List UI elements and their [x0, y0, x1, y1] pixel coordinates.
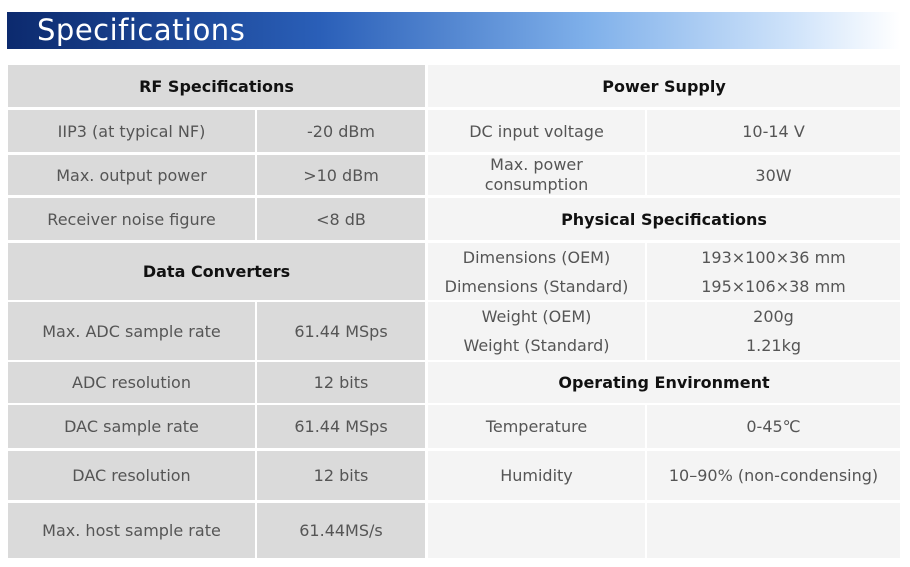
- cell-text: RF Specifications: [139, 76, 294, 96]
- cell-text: Dimensions (OEM): [462, 247, 611, 267]
- label-cell: Temperature: [428, 405, 645, 448]
- cell-text: Max. ADC sample rate: [42, 321, 221, 341]
- label-cell: ADC resolution: [8, 362, 255, 403]
- cell-text: IIP3 (at typical NF): [57, 121, 206, 141]
- label-cell: Receiver noise figure: [8, 198, 255, 240]
- cell-text: DAC sample rate: [64, 417, 199, 436]
- value-cell: 10-14 V: [647, 110, 900, 152]
- label-cell: Max. host sample rate: [8, 503, 255, 558]
- cell-text: Humidity: [500, 466, 573, 485]
- cell-text: Max. power: [490, 155, 583, 174]
- cell-text: -20 dBm: [307, 121, 375, 141]
- value-cell: 61.44 MSps: [257, 405, 425, 448]
- cell-text: 61.44 MSps: [294, 321, 388, 341]
- cell-text: 193×100×36 mm: [701, 247, 846, 267]
- cell-text: Dimensions (Standard): [444, 276, 629, 296]
- label-cell: DC input voltage: [428, 110, 645, 152]
- value-cell: 12 bits: [257, 362, 425, 403]
- cell-text: Physical Specifications: [561, 209, 767, 229]
- cell-text: Temperature: [485, 417, 588, 436]
- cell-text: 12 bits: [313, 373, 369, 392]
- cell-text: Data Converters: [142, 262, 291, 281]
- cell-text: Operating Environment: [558, 373, 770, 392]
- label-cell: Humidity: [428, 451, 645, 500]
- cell-text: 10-14 V: [742, 121, 805, 141]
- value-cell: 12 bits: [257, 451, 425, 500]
- label-cell: DAC sample rate: [8, 405, 255, 448]
- cell-text: 1.21kg: [745, 336, 802, 355]
- cell-text: Max. output power: [56, 165, 207, 185]
- cell-text: 195×106×38 mm: [701, 276, 846, 296]
- value-cell: 200g 1.21kg: [647, 302, 900, 360]
- value-cell: 30W: [647, 155, 900, 195]
- cell-text: Weight (OEM): [481, 307, 592, 326]
- label-cell: DAC resolution: [8, 451, 255, 500]
- section-heading: Operating Environment: [428, 362, 900, 403]
- cell-text: <8 dB: [316, 209, 366, 229]
- cell-text: DC input voltage: [469, 121, 604, 141]
- section-heading: Physical Specifications: [428, 198, 900, 240]
- label-cell: Max. power consumption: [428, 155, 645, 195]
- cell-text: >10 dBm: [303, 165, 379, 185]
- label-cell: Max. output power: [8, 155, 255, 195]
- section-heading: Power Supply: [428, 65, 900, 107]
- empty-cell: [647, 503, 900, 558]
- section-heading: RF Specifications: [8, 65, 425, 107]
- value-cell: 0-45℃: [647, 405, 900, 448]
- value-cell: >10 dBm: [257, 155, 425, 195]
- empty-cell: [428, 503, 645, 558]
- label-cell: IIP3 (at typical NF): [8, 110, 255, 152]
- value-cell: -20 dBm: [257, 110, 425, 152]
- cell-text: ADC resolution: [72, 373, 191, 392]
- cell-text: Weight (Standard): [463, 336, 610, 355]
- cell-text: DAC resolution: [72, 466, 191, 485]
- cell-text: 61.44MS/s: [299, 521, 383, 540]
- cell-text: Power Supply: [602, 76, 726, 96]
- section-heading: Data Converters: [8, 243, 425, 300]
- value-cell: 193×100×36 mm 195×106×38 mm: [647, 243, 900, 300]
- cell-text: Receiver noise figure: [47, 209, 216, 229]
- cell-text: 200g: [753, 307, 794, 326]
- cell-text: 10–90% (non-condensing): [668, 466, 879, 485]
- value-cell: <8 dB: [257, 198, 425, 240]
- cell-text: consumption: [484, 175, 589, 194]
- cell-text: 0-45℃: [746, 417, 801, 436]
- cell-text: 61.44 MSps: [294, 417, 388, 436]
- label-cell: Weight (OEM) Weight (Standard): [428, 302, 645, 360]
- header-title: Specifications: [37, 13, 246, 47]
- value-cell: 61.44 MSps: [257, 302, 425, 360]
- cell-text: 12 bits: [313, 466, 369, 485]
- cell-text: 30W: [755, 165, 792, 185]
- label-cell: Dimensions (OEM) Dimensions (Standard): [428, 243, 645, 300]
- value-cell: 61.44MS/s: [257, 503, 425, 558]
- label-cell: Max. ADC sample rate: [8, 302, 255, 360]
- value-cell: 10–90% (non-condensing): [647, 451, 900, 500]
- cell-text: Max. host sample rate: [42, 521, 221, 540]
- header-bar: Specifications: [7, 12, 900, 49]
